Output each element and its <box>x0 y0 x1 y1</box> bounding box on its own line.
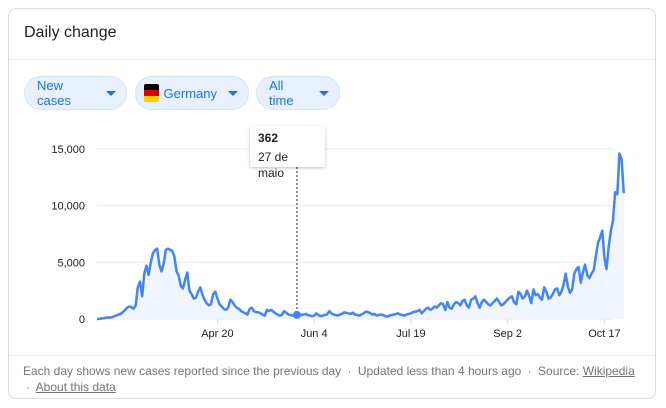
caret-down-icon <box>106 90 116 96</box>
footer-separator: · <box>347 364 352 378</box>
x-tick-label: Oct 17 <box>588 328 620 340</box>
new-cases-chart[interactable]: 0 5,000 10,000 15,000 Apr 20 Jun 4 Jul 19 Sep … <box>9 9 657 349</box>
card-title: Daily change <box>24 24 117 41</box>
tooltip-date: 27 de maio <box>258 150 289 180</box>
x-tick-label: Jun 4 <box>301 328 328 340</box>
footer-separator: · <box>26 380 30 394</box>
y-tick-label: 0 <box>79 314 85 326</box>
x-axis-ticks: Apr 20 Jun 4 Jul 19 Sep 2 Oct 17 <box>201 319 621 340</box>
card-header: Daily change <box>9 9 655 60</box>
germany-flag-icon <box>144 84 159 102</box>
tooltip-value: 362 <box>258 131 279 145</box>
range-dropdown[interactable]: All time <box>256 76 340 110</box>
card-footer: Each day shows new cases reported since … <box>9 355 655 395</box>
wikipedia-link[interactable]: Wikipedia <box>582 364 635 378</box>
flag-stripe-gold <box>144 96 159 102</box>
footer-updated: Updated less than 4 hours ago <box>357 364 522 378</box>
range-dropdown-label: All time <box>269 78 294 108</box>
series-line <box>96 152 626 321</box>
x-tick-label: Jul 19 <box>396 328 425 340</box>
chart-tooltip: 362 27 de maio <box>250 126 325 180</box>
y-axis-ticks: 0 5,000 10,000 15,000 <box>51 144 85 326</box>
y-tick-label: 5,000 <box>57 257 85 269</box>
caret-down-icon <box>228 90 238 96</box>
metric-dropdown-label: New cases <box>37 78 71 108</box>
chart-area[interactable]: 0 5,000 10,000 15,000 Apr 20 Jun 4 Jul 19 Sep … <box>9 9 657 349</box>
caret-down-icon <box>319 90 329 96</box>
about-data-link[interactable]: About this data <box>35 380 116 394</box>
country-dropdown[interactable]: Germany <box>135 76 249 110</box>
footer-source-label: Source: <box>538 364 580 378</box>
daily-change-card: Daily change New cases Germany All time <box>8 8 656 399</box>
area-fill <box>97 153 624 319</box>
x-tick-label: Sep 2 <box>493 328 522 340</box>
footer-separator: · <box>527 364 532 378</box>
country-dropdown-label: Germany <box>163 85 217 101</box>
footer-description: Each day shows new cases reported since … <box>23 364 342 378</box>
metric-dropdown[interactable]: New cases <box>24 76 127 110</box>
flag-stripe-black <box>144 84 159 90</box>
hover-point <box>292 310 301 319</box>
y-tick-label: 10,000 <box>51 201 85 213</box>
flag-stripe-red <box>144 90 159 96</box>
y-tick-label: 15,000 <box>51 144 85 156</box>
x-tick-label: Apr 20 <box>201 328 233 340</box>
